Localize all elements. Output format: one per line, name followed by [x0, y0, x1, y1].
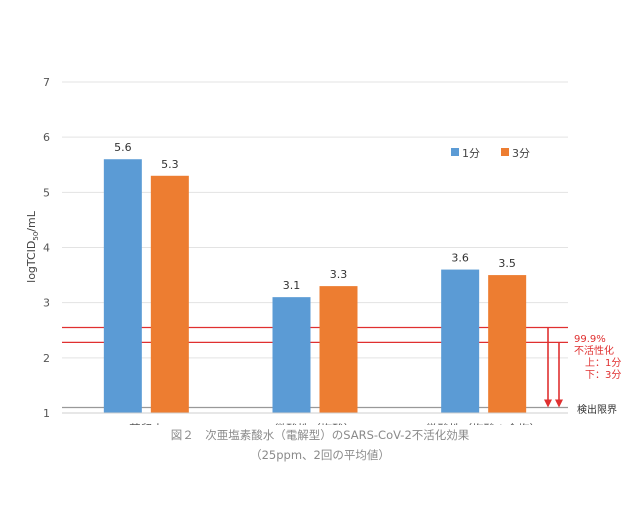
arrow-head	[555, 399, 563, 408]
y-tick-label: 1	[43, 407, 50, 420]
y-axis-ticks: 1 2 3 4 5 6 7	[43, 76, 50, 420]
reference-lines	[62, 326, 568, 409]
y-tick-label: 2	[43, 352, 50, 365]
arrow-head	[544, 399, 552, 408]
detection-limit-label: 検出限界	[577, 403, 617, 416]
bar-value-label: 3.5	[498, 257, 516, 270]
y-tick-label: 7	[43, 76, 50, 89]
gridlines	[62, 81, 568, 359]
legend-swatch	[501, 148, 509, 156]
bar-value-label: 5.3	[161, 158, 179, 171]
bar-value-label: 3.6	[451, 252, 469, 265]
legend: 1分 3分	[451, 147, 530, 160]
legend-label: 3分	[512, 147, 530, 160]
y-tick-label: 6	[43, 131, 50, 144]
y-tick-label: 3	[43, 297, 50, 310]
figure-caption-note: （25ppm、2回の平均値）	[250, 448, 390, 462]
legend-swatch	[451, 148, 459, 156]
bar-value-label: 3.1	[283, 279, 301, 292]
bar	[103, 159, 142, 413]
annotation-line: 不活性化	[574, 344, 614, 357]
figure-caption: 図２ 次亜塩素酸水（電解型）のSARS-CoV-2不活化効果	[170, 428, 470, 442]
data-labels: 5.6 5.3 3.1 3.3 3.6 3.5	[114, 141, 516, 292]
annotation-line: 下：3分	[585, 369, 621, 381]
x-tick-label: 微酸性（塩酸＋食塩）	[426, 422, 541, 425]
chart: 5.6 5.3 3.1 3.3 3.6 3.5 1 2 3 4 5 6 7 蒸留水 微酸性（塩酸） 微酸性…	[25, 76, 621, 425]
annotation-line: 上：1分	[585, 357, 621, 369]
bar	[150, 175, 189, 413]
x-tick-label: 微酸性（塩酸）	[275, 422, 356, 425]
inactivation-arrows	[544, 327, 563, 408]
legend-label: 1分	[462, 147, 480, 160]
y-tick-label: 4	[43, 242, 50, 255]
bar	[319, 286, 358, 413]
y-axis-label-tail: /mL	[25, 210, 38, 231]
bars	[103, 159, 527, 413]
bar-value-label: 5.6	[114, 141, 132, 154]
y-axis-label: logTCID50/mL	[25, 210, 40, 283]
annotation-line: 99.9%	[574, 334, 606, 345]
bar	[272, 297, 311, 413]
bar	[441, 269, 480, 413]
y-axis-label-main: logTCID	[25, 241, 38, 283]
y-axis-label-sub: 50	[32, 232, 40, 241]
bar-value-label: 3.3	[330, 268, 348, 281]
bar	[488, 275, 527, 413]
x-tick-label: 蒸留水	[129, 422, 164, 425]
y-tick-label: 5	[43, 186, 50, 199]
x-axis-labels: 蒸留水 微酸性（塩酸） 微酸性（塩酸＋食塩）	[129, 422, 541, 425]
